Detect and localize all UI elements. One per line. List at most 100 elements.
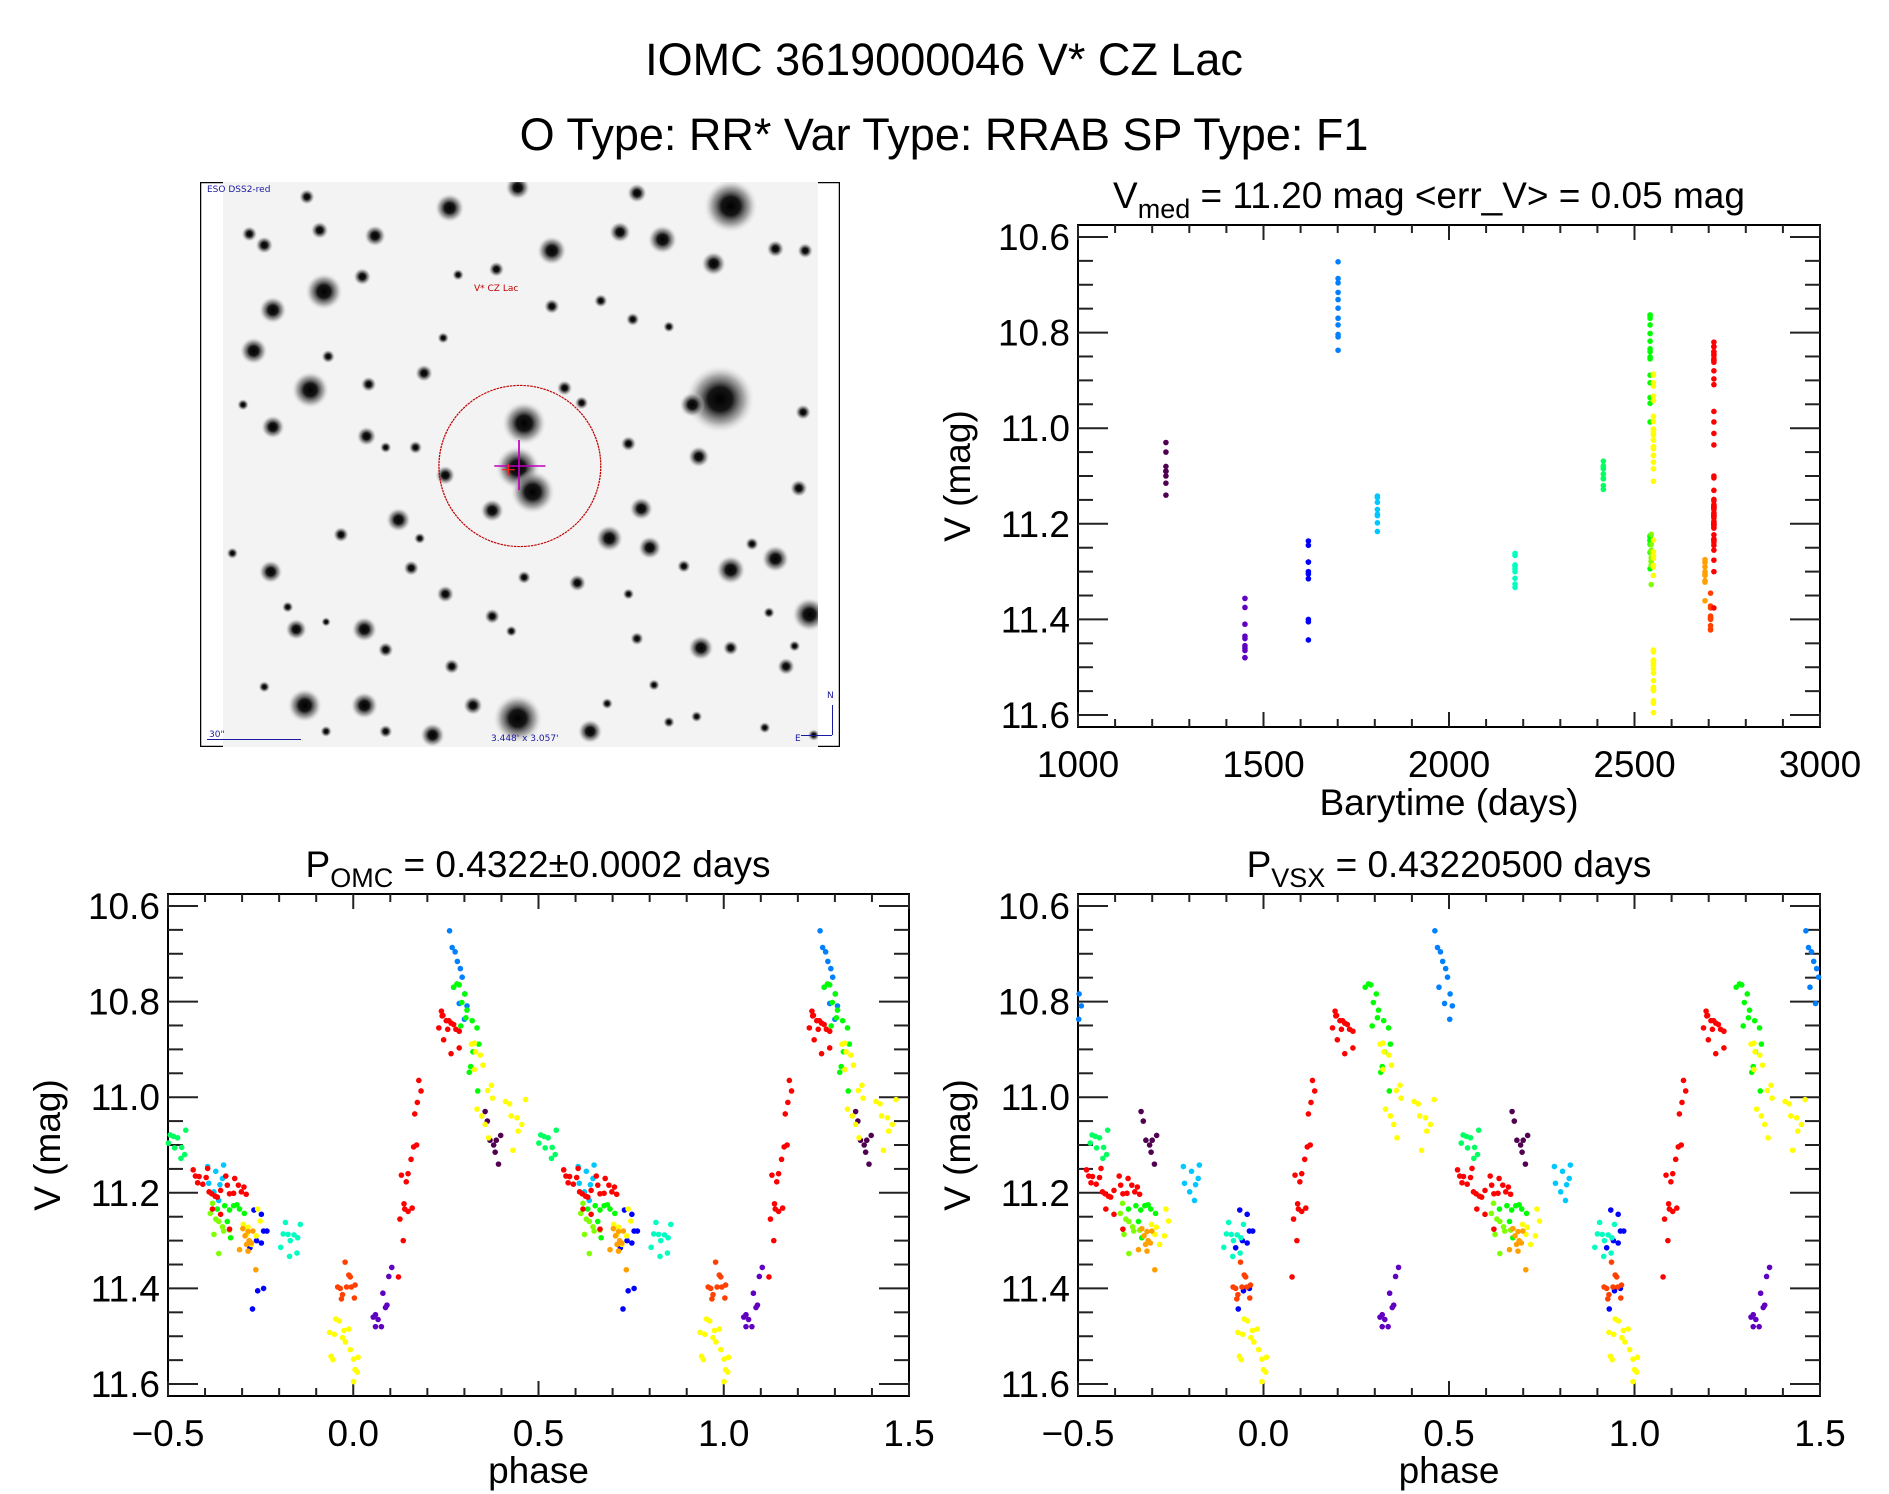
data-point xyxy=(767,1216,774,1222)
star xyxy=(386,507,411,532)
data-point xyxy=(463,1015,469,1021)
data-point xyxy=(1562,1197,1569,1204)
data-point xyxy=(584,1194,591,1200)
data-point xyxy=(1117,1210,1124,1217)
data-point xyxy=(1606,1306,1613,1312)
data-point xyxy=(1394,1135,1400,1141)
data-point xyxy=(750,1290,757,1297)
data-point xyxy=(591,1162,597,1168)
data-point xyxy=(1387,1113,1394,1119)
north-label: N xyxy=(827,691,834,701)
data-point xyxy=(1663,1172,1669,1178)
data-point xyxy=(508,1113,514,1119)
figure-title: IOMC 3619000046 V* CZ Lac xyxy=(645,34,1243,85)
data-point xyxy=(205,1180,212,1187)
data-point xyxy=(1335,334,1341,340)
data-point xyxy=(1515,1248,1521,1254)
data-point xyxy=(845,1088,852,1094)
data-point xyxy=(1672,1156,1679,1163)
data-point xyxy=(1374,520,1381,526)
data-point xyxy=(1467,1135,1474,1141)
data-point xyxy=(1601,1237,1608,1244)
data-point xyxy=(1711,547,1717,553)
data-point xyxy=(1147,1206,1154,1212)
data-point xyxy=(485,1135,492,1141)
data-point xyxy=(1647,315,1653,322)
data-point xyxy=(1613,1274,1620,1280)
data-point xyxy=(1308,1099,1314,1106)
data-point xyxy=(863,1137,870,1144)
star xyxy=(577,719,603,744)
data-point xyxy=(378,1323,385,1330)
plot-title: PVSX = 0.43220500 days xyxy=(1247,844,1652,893)
data-point xyxy=(1254,1326,1260,1332)
data-point xyxy=(1120,1226,1126,1232)
data-point xyxy=(1506,1246,1513,1253)
title-subscript: VSX xyxy=(1271,863,1325,893)
data-point xyxy=(1505,1184,1512,1190)
data-point xyxy=(1390,1121,1397,1128)
data-point xyxy=(743,1311,749,1318)
data-point xyxy=(1802,1096,1808,1103)
data-point xyxy=(819,944,826,951)
data-point xyxy=(1648,541,1654,548)
data-point xyxy=(1711,430,1717,437)
data-point xyxy=(1374,499,1381,506)
data-point xyxy=(386,1273,392,1280)
data-point xyxy=(1647,322,1653,328)
star xyxy=(291,371,329,409)
data-point xyxy=(583,1168,590,1175)
data-point xyxy=(788,1088,795,1094)
data-point xyxy=(1757,1290,1764,1297)
data-point xyxy=(725,1369,731,1375)
data-point xyxy=(1650,445,1657,452)
data-point xyxy=(1334,1037,1341,1043)
data-point xyxy=(204,1165,211,1172)
data-point xyxy=(1180,1163,1187,1170)
data-point xyxy=(1458,1140,1465,1146)
data-point xyxy=(234,1201,240,1208)
data-point xyxy=(1761,1121,1768,1128)
data-point xyxy=(778,1156,785,1163)
data-point xyxy=(779,1205,786,1211)
data-point xyxy=(209,1206,216,1212)
data-point xyxy=(1534,1206,1540,1212)
data-point xyxy=(1594,1231,1601,1237)
data-point xyxy=(1149,1228,1155,1234)
data-point xyxy=(1707,613,1714,619)
data-point xyxy=(219,1223,226,1230)
data-point xyxy=(1763,1273,1770,1280)
data-point xyxy=(1759,1062,1766,1068)
y-tick-label: 11.4 xyxy=(1001,1268,1070,1309)
data-point xyxy=(1711,536,1717,542)
data-point xyxy=(457,965,464,972)
data-point xyxy=(716,1326,723,1332)
data-point xyxy=(1711,376,1717,382)
data-point xyxy=(829,999,836,1006)
data-point xyxy=(713,1339,719,1345)
data-point xyxy=(1434,944,1441,951)
data-point xyxy=(1242,647,1248,654)
data-point xyxy=(1251,1339,1257,1345)
data-point xyxy=(253,1237,260,1244)
data-point xyxy=(1259,1356,1265,1362)
data-point xyxy=(1294,1201,1301,1207)
data-point xyxy=(1557,1189,1564,1195)
data-point xyxy=(625,1288,631,1294)
data-point xyxy=(1711,605,1717,611)
data-point xyxy=(1397,1082,1403,1089)
data-point xyxy=(1163,480,1169,486)
data-point xyxy=(1242,654,1248,661)
star xyxy=(379,441,392,454)
data-point xyxy=(575,1165,581,1172)
data-point xyxy=(624,1237,630,1244)
data-point xyxy=(552,1151,558,1158)
star xyxy=(502,401,547,446)
data-point xyxy=(347,1274,354,1280)
data-point xyxy=(625,1206,631,1212)
data-point xyxy=(1191,1197,1198,1204)
star xyxy=(703,182,758,233)
data-point xyxy=(759,1264,766,1271)
data-point xyxy=(1163,1206,1169,1212)
data-point xyxy=(438,1008,445,1014)
